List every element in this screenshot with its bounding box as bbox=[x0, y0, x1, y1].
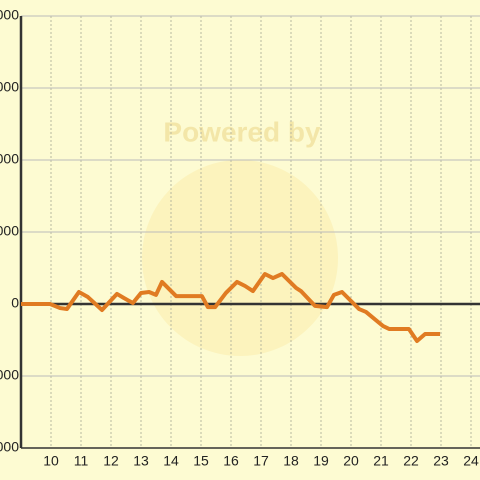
x-tick-label: 23 bbox=[433, 453, 449, 469]
x-tick-label: 16 bbox=[223, 453, 239, 469]
x-tick-label: 14 bbox=[163, 453, 179, 469]
x-tick-label: 19 bbox=[313, 453, 329, 469]
y-tick-label: 3,000 bbox=[0, 223, 19, 239]
x-tick-label: 21 bbox=[373, 453, 389, 469]
y-tick-label: -6,000 bbox=[0, 439, 19, 455]
x-tick-label: 18 bbox=[283, 453, 299, 469]
x-tick-label: 24 bbox=[463, 453, 479, 469]
line-series bbox=[21, 272, 441, 343]
x-tick-label: 12 bbox=[103, 453, 119, 469]
y-tick-label: -3,000 bbox=[0, 367, 19, 383]
x-tick-label: 17 bbox=[253, 453, 269, 469]
watermark-logo bbox=[142, 160, 338, 356]
y-tick-label: 9,000 bbox=[0, 79, 19, 95]
y-tick-label: 12,000 bbox=[0, 7, 19, 23]
x-tick-label: 11 bbox=[74, 453, 89, 469]
x-tick-label: 20 bbox=[343, 453, 359, 469]
watermark: Powered by bbox=[163, 116, 321, 147]
x-tick-label: 15 bbox=[193, 453, 209, 469]
x-tick-label: 22 bbox=[403, 453, 419, 469]
y-tick-label: 0 bbox=[11, 295, 19, 311]
x-tick-label: 13 bbox=[133, 453, 149, 469]
x-tick-label: 10 bbox=[43, 453, 59, 469]
y-tick-label: 6,000 bbox=[0, 151, 19, 167]
